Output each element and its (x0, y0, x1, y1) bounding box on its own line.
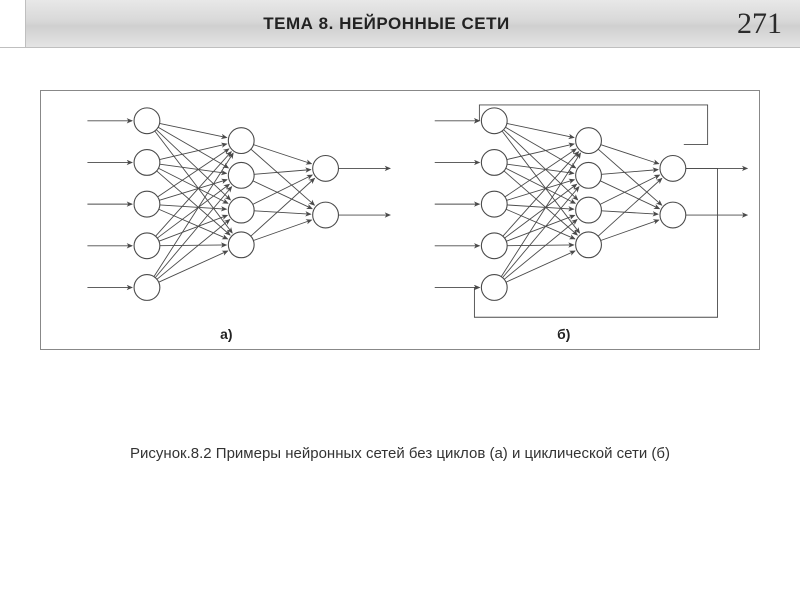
neural-network-svg: а) б) (41, 91, 759, 349)
svg-text:а): а) (220, 326, 232, 342)
header-bar: ТЕМА 8. НЕЙРОННЫЕ СЕТИ 271 (0, 0, 800, 48)
network-a: а) (87, 108, 390, 342)
page-number: 271 (737, 7, 782, 41)
network-b: б) (435, 105, 748, 342)
svg-text:б): б) (557, 326, 570, 342)
topic-title: ТЕМА 8. НЕЙРОННЫЕ СЕТИ (36, 14, 737, 34)
header-notch (0, 0, 26, 48)
figure-caption: Рисунок.8.2 Примеры нейронных сетей без … (0, 445, 800, 462)
figure-diagram: а) б) (40, 90, 760, 350)
